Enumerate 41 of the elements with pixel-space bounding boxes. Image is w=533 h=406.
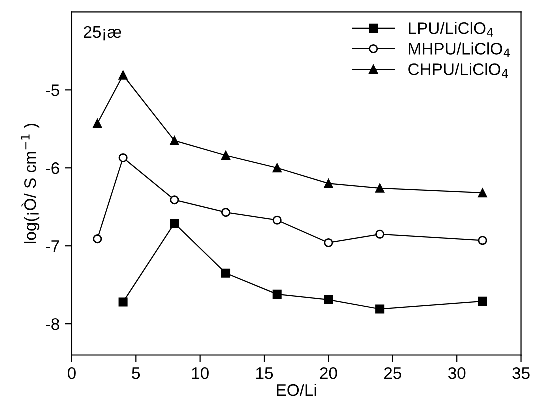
- y-tick-label: -5: [46, 84, 60, 96]
- point: [478, 188, 488, 198]
- legend-label: LPU/LiClO$_{4}$: [409, 22, 494, 37]
- point: [376, 184, 385, 193]
- x-axis-title: EO/Li: [277, 384, 316, 396]
- x-tick-label: 5: [132, 368, 140, 380]
- point: [118, 298, 128, 307]
- x-tick-label: 0: [68, 367, 76, 380]
- point: [324, 295, 334, 304]
- point: [118, 70, 128, 80]
- point: [93, 119, 102, 128]
- x-tick-label: 30: [448, 367, 466, 380]
- x-tick-label: 20: [320, 367, 338, 380]
- legend-label: MHPU/LiClO$_{4}$: [409, 42, 510, 58]
- point: [221, 268, 231, 278]
- y-axis-title: log(¡Ò/ S cm$^{−1}$ ): [21, 124, 40, 244]
- x-tick-label: 10: [192, 367, 209, 380]
- point: [272, 216, 282, 225]
- point: [324, 179, 334, 188]
- annotation: 25¡æ: [84, 26, 122, 41]
- y-tick-label: -8: [46, 318, 60, 330]
- point: [170, 196, 180, 205]
- point: [272, 164, 282, 173]
- y-tick-label: -6: [46, 162, 60, 174]
- point: [93, 234, 102, 244]
- x-tick-label: 35: [512, 367, 530, 380]
- point: [376, 230, 385, 239]
- point: [118, 153, 128, 162]
- x-tick-label: 15: [256, 368, 274, 380]
- point: [221, 208, 231, 218]
- point: [221, 151, 231, 160]
- point: [478, 236, 488, 246]
- y-tick-label: -7: [46, 240, 60, 252]
- point: [324, 238, 334, 248]
- point: [170, 136, 180, 146]
- x-tick-label: 25: [384, 367, 402, 380]
- point: [272, 290, 282, 299]
- legend-label: CHPU/LiClO$_{4}$: [408, 63, 508, 78]
- point: [478, 296, 488, 306]
- point: [376, 304, 385, 314]
- point: [170, 218, 180, 228]
